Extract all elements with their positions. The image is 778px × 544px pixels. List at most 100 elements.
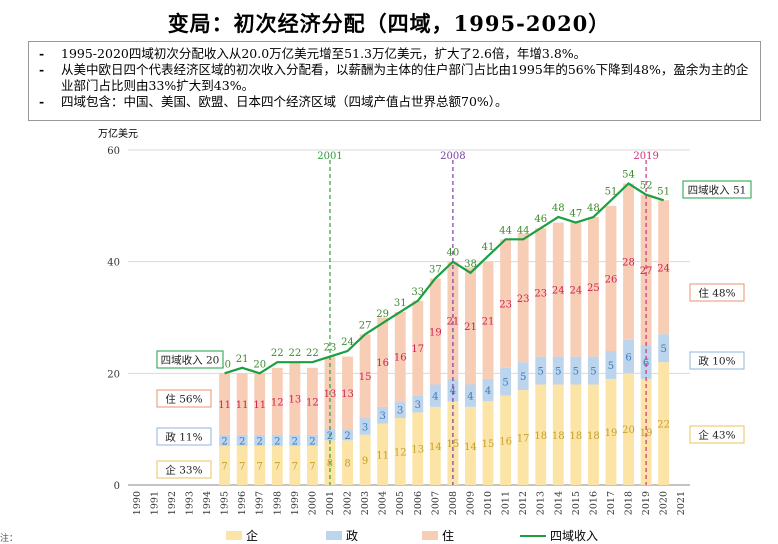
bar-segment xyxy=(605,351,617,379)
bar-segment xyxy=(306,434,318,446)
bar-data-label: 3 xyxy=(415,400,421,411)
total-income-line xyxy=(224,182,665,375)
bar-segment xyxy=(359,434,371,485)
bar-segment xyxy=(587,356,599,385)
callout-label: 住 48% xyxy=(698,287,735,300)
line-data-label: 31 xyxy=(394,298,407,309)
x-tick-label: 1996 xyxy=(237,491,248,515)
bullet-dash: - xyxy=(39,46,45,61)
callout-label: 住 56% xyxy=(165,393,202,406)
callout-box xyxy=(689,283,745,302)
line-data-label: 21 xyxy=(236,354,249,365)
bar-segment xyxy=(412,395,424,413)
bar-data-label: 7 xyxy=(292,461,298,472)
bar-data-label: 2 xyxy=(257,436,263,447)
bar-segment xyxy=(289,434,301,446)
bar-data-label: 18 xyxy=(534,431,547,442)
x-tick-label: 1999 xyxy=(290,491,301,515)
x-tick-label: 1995 xyxy=(220,491,231,515)
bar-data-label: 23 xyxy=(499,300,512,311)
bar-segment xyxy=(306,445,318,485)
bar-segment xyxy=(271,445,283,485)
bar-segment xyxy=(640,194,652,346)
bar-data-label: 16 xyxy=(394,353,407,364)
x-tick-label: 2018 xyxy=(624,491,635,515)
line-data-label: 51 xyxy=(605,186,618,197)
note-item: - 从美中欧日四个代表经济区域的初次收入分配看，以薪酬为主体的住户部门占比由19… xyxy=(39,62,752,94)
x-tick-label: 2004 xyxy=(378,491,389,515)
x-tick-label: 1994 xyxy=(202,491,213,515)
bar-segment xyxy=(429,406,441,485)
bar-data-label: 7 xyxy=(239,461,245,472)
legend-label: 四域收入 xyxy=(550,529,599,543)
x-tick-label: 1992 xyxy=(167,491,178,515)
reference-line-label: 2001 xyxy=(317,151,342,162)
bar-data-label: 24 xyxy=(657,263,670,274)
bar-segment xyxy=(517,390,529,485)
bar-segment xyxy=(465,406,476,485)
bar-segment xyxy=(535,356,547,385)
x-tick-label: 1993 xyxy=(184,491,195,515)
callout-label: 企 33% xyxy=(165,464,202,477)
bar-data-label: 5 xyxy=(573,367,579,378)
bar-segment xyxy=(377,423,389,485)
bar-data-label: 25 xyxy=(587,283,600,294)
bar-data-label: 21 xyxy=(464,322,477,333)
x-tick-label: 2017 xyxy=(606,491,617,515)
bar-data-label: 13 xyxy=(341,389,354,400)
y-axis-unit: 万亿美元 xyxy=(98,129,138,140)
bar-data-label: 23 xyxy=(534,288,547,299)
line-data-label: 52 xyxy=(640,181,653,192)
bar-segment xyxy=(236,445,248,485)
x-tick-label: 2020 xyxy=(659,491,670,515)
line-data-label: 48 xyxy=(552,203,565,214)
bar-data-label: 21 xyxy=(482,316,495,327)
line-data-label: 22 xyxy=(271,348,284,359)
bar-data-label: 11 xyxy=(236,400,249,411)
bar-segment xyxy=(342,440,353,485)
line-data-label: 51 xyxy=(657,186,670,197)
x-tick-label: 2019 xyxy=(641,491,652,515)
bar-data-label: 16 xyxy=(499,436,512,447)
bar-segment xyxy=(482,261,494,379)
x-tick-label: 2002 xyxy=(343,491,354,515)
x-tick-label: 2005 xyxy=(395,491,406,515)
x-tick-label: 2021 xyxy=(676,491,687,515)
callout-label: 政 11% xyxy=(165,431,202,444)
bar-data-label: 12 xyxy=(306,397,319,408)
bar-data-label: 8 xyxy=(344,459,350,470)
bar-segment xyxy=(500,367,512,396)
note-text: 从美中欧日四个代表经济区域的初次收入分配看，以薪酬为主体的住户部门占比由1995… xyxy=(61,62,749,93)
bar-data-label: 5 xyxy=(502,378,508,389)
bar-segment xyxy=(394,418,406,485)
bar-segment xyxy=(236,434,248,446)
x-tick-label: 2015 xyxy=(571,491,582,515)
line-data-label: 37 xyxy=(429,264,442,275)
line-data-label: 20 xyxy=(253,359,266,370)
bar-segment xyxy=(219,434,231,446)
line-data-label: 41 xyxy=(482,242,495,253)
bar-data-label: 5 xyxy=(555,367,561,378)
bar-data-label: 13 xyxy=(288,394,301,405)
bar-data-label: 17 xyxy=(411,344,424,355)
bar-segment xyxy=(447,261,459,379)
bar-data-label: 4 xyxy=(467,392,473,403)
bar-segment xyxy=(623,373,634,485)
bar-segment xyxy=(306,367,318,435)
line-data-label: 23 xyxy=(324,343,337,354)
callout-box xyxy=(156,389,212,408)
reference-line-label: 2019 xyxy=(633,151,658,162)
bar-segment xyxy=(552,356,564,385)
line-data-label: 40 xyxy=(447,248,460,259)
bar-segment xyxy=(412,300,424,396)
bar-segment xyxy=(289,445,301,485)
x-tick-label: 2011 xyxy=(501,491,512,515)
line-data-label: 46 xyxy=(534,214,547,225)
bar-data-label: 4 xyxy=(432,392,438,403)
callout-box xyxy=(689,351,745,370)
bar-segment xyxy=(535,384,547,485)
bar-data-label: 23 xyxy=(517,294,530,305)
bar-data-label: 19 xyxy=(605,428,618,439)
bar-segment xyxy=(587,217,599,357)
callout-label: 四域收入 51 xyxy=(688,184,747,197)
